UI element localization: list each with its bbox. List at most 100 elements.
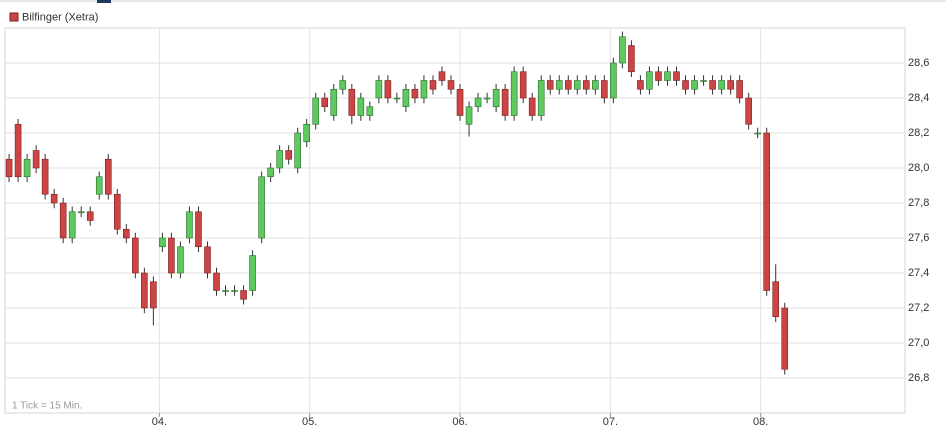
candle-body bbox=[763, 132, 771, 291]
candle-body bbox=[14, 123, 22, 178]
candle-body bbox=[312, 97, 320, 125]
y-tick-label: 28,4 bbox=[908, 92, 929, 104]
candle-body bbox=[754, 132, 761, 135]
candle-body bbox=[772, 281, 780, 318]
candle-body bbox=[655, 71, 662, 81]
candle-body bbox=[637, 80, 644, 90]
y-tick-label: 27,6 bbox=[908, 232, 929, 244]
candle-body bbox=[276, 150, 283, 169]
candle-body bbox=[186, 211, 193, 239]
candle-body bbox=[141, 272, 148, 309]
candle-body bbox=[583, 80, 590, 90]
candle-body bbox=[32, 150, 40, 169]
candle-body bbox=[447, 80, 455, 90]
legend-swatch bbox=[9, 12, 19, 22]
candle-body bbox=[718, 80, 725, 90]
candle-body bbox=[700, 80, 707, 82]
candle-body bbox=[204, 246, 211, 274]
candle-body bbox=[564, 80, 572, 90]
candle-body bbox=[86, 211, 94, 221]
candle-body bbox=[727, 80, 734, 90]
candle-body bbox=[736, 80, 743, 99]
candle-body bbox=[592, 80, 599, 90]
candle-body bbox=[745, 97, 752, 125]
candle-body bbox=[249, 255, 256, 291]
candle-body bbox=[68, 211, 76, 239]
plot-frame bbox=[4, 27, 906, 414]
x-tick-label: 06. bbox=[452, 416, 467, 428]
candle-body bbox=[646, 71, 653, 90]
candle-body bbox=[601, 80, 608, 99]
candle-body bbox=[285, 150, 292, 160]
candle-body bbox=[168, 237, 175, 274]
legend-label: Bilfinger (Xetra) bbox=[22, 11, 98, 23]
candle-body bbox=[321, 97, 329, 108]
tick-note: 1 Tick = 15 Min. bbox=[12, 401, 82, 412]
candle-body bbox=[492, 88, 500, 108]
x-tick-label: 04. bbox=[152, 416, 167, 428]
candle-body bbox=[420, 80, 428, 99]
candle-body bbox=[555, 80, 563, 90]
candle-body bbox=[573, 80, 581, 90]
candle-body bbox=[159, 237, 166, 248]
candle-body bbox=[348, 88, 356, 116]
candle-body bbox=[402, 88, 410, 108]
candle-body bbox=[546, 80, 554, 90]
x-tick-label: 05. bbox=[302, 416, 317, 428]
candle-body bbox=[104, 158, 112, 195]
top-strip bbox=[0, 0, 946, 2]
y-tick-label: 27,8 bbox=[908, 197, 929, 209]
y-tick-label: 26,8 bbox=[908, 372, 929, 384]
candle-body bbox=[528, 97, 536, 116]
candle-body bbox=[222, 290, 229, 292]
candle-body bbox=[682, 80, 689, 90]
candle-body bbox=[664, 71, 671, 81]
candle-body bbox=[709, 80, 716, 90]
y-tick-label: 27,4 bbox=[908, 267, 929, 279]
candle-body bbox=[393, 97, 401, 100]
y-tick-label: 28,6 bbox=[908, 57, 929, 69]
candle-body bbox=[519, 71, 527, 99]
candle-body bbox=[537, 80, 545, 116]
y-tick-label: 28,0 bbox=[908, 162, 929, 174]
candle-body bbox=[339, 80, 347, 90]
candle-body bbox=[330, 88, 338, 116]
candle-body bbox=[781, 307, 789, 370]
candle-body bbox=[357, 97, 365, 116]
candle-body bbox=[483, 97, 491, 100]
candle-body bbox=[258, 176, 265, 239]
candle-body bbox=[429, 80, 437, 90]
candle-body bbox=[501, 88, 509, 116]
candle-body bbox=[384, 80, 392, 99]
candle-body bbox=[411, 88, 419, 99]
y-tick-label: 27,0 bbox=[908, 337, 929, 349]
candle-body bbox=[691, 80, 698, 90]
candle-body bbox=[231, 290, 238, 292]
candle-body bbox=[132, 237, 139, 274]
candle-body bbox=[438, 71, 446, 81]
candle-body bbox=[267, 167, 274, 178]
candle-body bbox=[240, 290, 247, 300]
candle-body bbox=[465, 106, 473, 125]
candle-body bbox=[375, 80, 383, 99]
candle-body bbox=[23, 158, 31, 178]
candle-body bbox=[303, 123, 311, 143]
candle-body bbox=[59, 202, 67, 239]
tab-indicator bbox=[97, 0, 111, 3]
candle-body bbox=[50, 193, 58, 204]
candle-body bbox=[77, 211, 85, 214]
candle-body bbox=[294, 132, 301, 169]
candle-body bbox=[123, 228, 130, 239]
candle-body bbox=[213, 272, 220, 291]
candle-body bbox=[195, 211, 202, 248]
candle-body bbox=[673, 71, 680, 81]
candle-body bbox=[113, 193, 121, 230]
candle-body bbox=[628, 45, 635, 73]
candle-body bbox=[366, 106, 374, 116]
x-tick-label: 08. bbox=[753, 416, 768, 428]
candle-body bbox=[474, 97, 482, 108]
y-tick-label: 27,2 bbox=[908, 302, 929, 314]
y-tick-label: 28,2 bbox=[908, 127, 929, 139]
candle-body bbox=[150, 281, 157, 309]
